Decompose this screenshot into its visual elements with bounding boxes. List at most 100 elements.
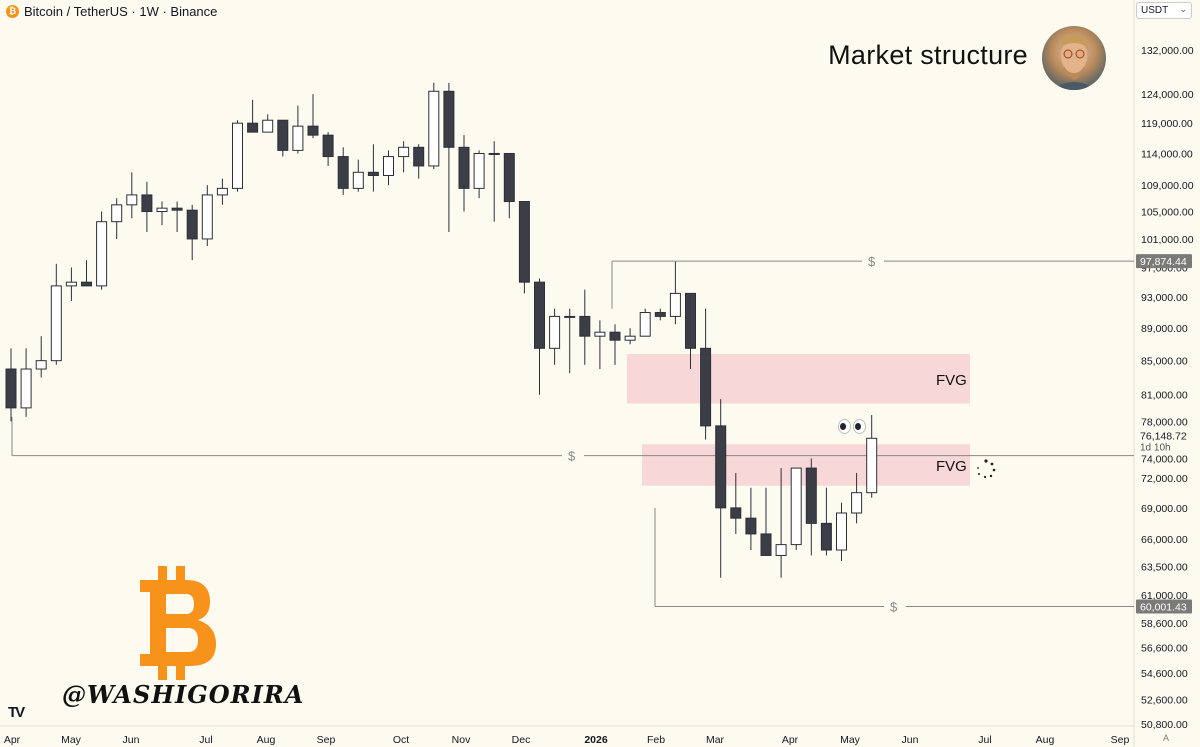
currency-selector[interactable]: USDT ⌄ bbox=[1136, 2, 1192, 19]
price-tick-label: 105,000.00 bbox=[1141, 207, 1194, 219]
candle-up bbox=[428, 90, 440, 167]
time-tick-label: May bbox=[840, 734, 861, 746]
price-tick-label: 101,000.00 bbox=[1141, 234, 1194, 246]
candle-up bbox=[851, 492, 863, 514]
candle-up bbox=[156, 207, 168, 213]
auto-scale-button[interactable]: A bbox=[1163, 733, 1170, 743]
candle-up bbox=[398, 146, 410, 158]
price-tick-label: 132,000.00 bbox=[1141, 45, 1194, 57]
time-tick-label: Apr bbox=[782, 734, 799, 746]
liquidity-symbol: $ bbox=[568, 449, 576, 464]
candle-up bbox=[201, 194, 213, 240]
tradingview-logo[interactable]: TV bbox=[8, 704, 25, 721]
symbol-header[interactable]: ₿ Bitcoin / TetherUS · 1W · Binance bbox=[6, 3, 217, 19]
eye-icon bbox=[838, 419, 851, 434]
avatar bbox=[1042, 26, 1106, 90]
candle-up bbox=[549, 315, 561, 349]
candle-down bbox=[685, 292, 696, 349]
candle-up bbox=[564, 315, 576, 318]
candle-down bbox=[443, 90, 455, 148]
fvg-label: FVG bbox=[936, 458, 967, 475]
candle-down bbox=[337, 156, 349, 189]
candle-up bbox=[775, 544, 787, 556]
time-tick-label: 2026 bbox=[584, 734, 608, 746]
price-tick-label: 66,000.00 bbox=[1141, 534, 1188, 546]
liquidity-symbol: $ bbox=[868, 254, 876, 269]
candle-up bbox=[216, 187, 228, 196]
price-tag-label: 97,874.44 bbox=[1140, 256, 1187, 268]
bar-countdown-label: 1d 10h bbox=[1140, 442, 1171, 453]
candle-up bbox=[65, 281, 77, 287]
candle-down bbox=[307, 125, 319, 136]
price-tag-label: 60,001.43 bbox=[1140, 601, 1187, 613]
author-watermark: @WASHIGORIRA bbox=[62, 680, 305, 709]
candle-up bbox=[473, 152, 485, 189]
candle-down bbox=[715, 425, 727, 509]
candle-up bbox=[866, 437, 878, 494]
price-tick-label: 81,000.00 bbox=[1141, 390, 1188, 402]
eye-icon bbox=[853, 419, 866, 434]
fvg-label: FVG bbox=[936, 372, 967, 389]
time-tick-label: Jun bbox=[123, 734, 140, 746]
bitcoin-logo-icon bbox=[140, 566, 216, 680]
candle-down bbox=[745, 517, 757, 535]
candle-down bbox=[322, 134, 334, 158]
time-tick-label: Aug bbox=[1036, 734, 1055, 746]
candle-down bbox=[534, 281, 545, 349]
candle-down bbox=[458, 146, 470, 189]
time-tick-label: Sep bbox=[317, 734, 336, 746]
candle-down bbox=[700, 347, 712, 427]
candle-up bbox=[232, 122, 243, 189]
candle-down bbox=[503, 152, 515, 203]
candle-down bbox=[820, 522, 832, 551]
candle-up bbox=[20, 368, 32, 409]
candle-up bbox=[488, 152, 500, 155]
candle-down bbox=[760, 533, 772, 556]
time-tick-label: Dec bbox=[512, 734, 531, 746]
time-tick-label: Nov bbox=[452, 734, 471, 746]
candle-up bbox=[624, 335, 636, 341]
candle-down bbox=[5, 368, 17, 409]
price-tick-label: 89,000.00 bbox=[1141, 323, 1188, 335]
price-tick-label: 114,000.00 bbox=[1141, 148, 1193, 160]
time-tick-label: Jul bbox=[978, 734, 991, 746]
price-tick-label: 50,800.00 bbox=[1141, 719, 1188, 731]
candle-down bbox=[579, 315, 591, 337]
price-tick-label: 72,000.00 bbox=[1141, 473, 1188, 485]
time-tick-label: Jul bbox=[199, 734, 212, 746]
time-tick-label: May bbox=[61, 734, 82, 746]
candle-down bbox=[367, 171, 379, 176]
candle-up bbox=[126, 194, 138, 206]
price-tick-label: 109,000.00 bbox=[1141, 180, 1194, 192]
candle-down bbox=[186, 209, 198, 240]
candle-down bbox=[654, 312, 666, 317]
candle-down bbox=[171, 207, 183, 211]
candle-up bbox=[352, 171, 364, 189]
last-price-label: 76,148.72 bbox=[1140, 430, 1187, 442]
price-tick-label: 54,600.00 bbox=[1141, 668, 1188, 680]
price-tick-label: 74,000.00 bbox=[1141, 453, 1188, 465]
candle-down bbox=[141, 194, 153, 213]
price-tag bbox=[1136, 254, 1192, 269]
candle-down bbox=[413, 146, 425, 167]
last-price-tag bbox=[1136, 427, 1196, 454]
eyes-emoji-icon bbox=[838, 419, 866, 434]
time-tick-label: Oct bbox=[393, 734, 409, 746]
candle-up bbox=[96, 221, 108, 287]
candle-up bbox=[111, 204, 123, 223]
fvg-zone bbox=[627, 354, 970, 404]
candle-down bbox=[518, 201, 530, 283]
candle-down bbox=[609, 331, 621, 341]
time-tick-label: Sep bbox=[1111, 734, 1130, 746]
candle-down bbox=[81, 281, 92, 287]
price-tick-label: 58,600.00 bbox=[1141, 618, 1188, 630]
candle-up bbox=[262, 119, 274, 133]
price-tick-label: 93,000.00 bbox=[1141, 292, 1188, 304]
candle-down bbox=[247, 122, 259, 133]
candle-up bbox=[836, 512, 847, 551]
time-tick-label: Feb bbox=[647, 734, 665, 746]
candle-up bbox=[790, 467, 802, 546]
time-tick-label: Mar bbox=[706, 734, 725, 746]
